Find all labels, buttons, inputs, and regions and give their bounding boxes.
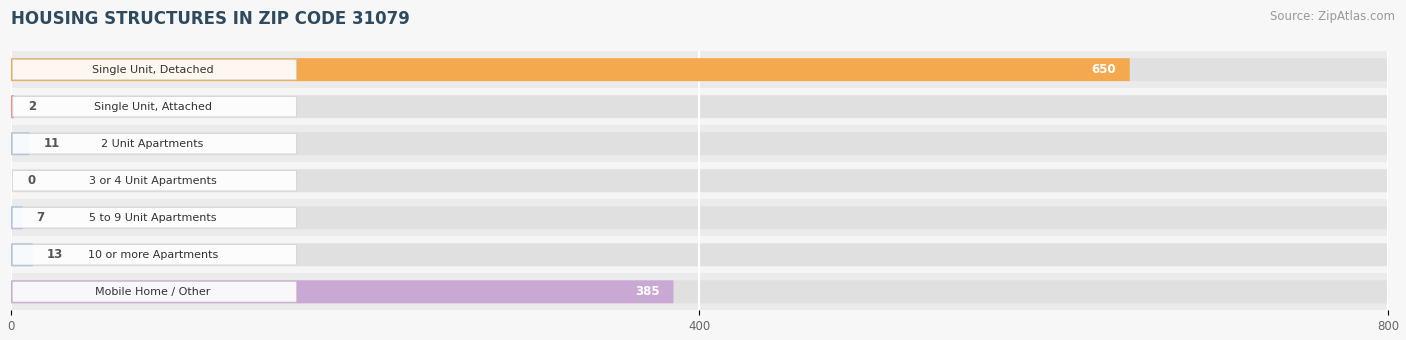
Text: HOUSING STRUCTURES IN ZIP CODE 31079: HOUSING STRUCTURES IN ZIP CODE 31079	[11, 10, 411, 28]
Text: 2 Unit Apartments: 2 Unit Apartments	[101, 139, 204, 149]
FancyBboxPatch shape	[11, 132, 30, 155]
Bar	[11, 51, 1388, 88]
Text: Single Unit, Attached: Single Unit, Attached	[94, 102, 212, 112]
Bar	[11, 125, 1388, 162]
FancyBboxPatch shape	[11, 95, 14, 118]
Text: Source: ZipAtlas.com: Source: ZipAtlas.com	[1270, 10, 1395, 23]
Bar	[11, 88, 1388, 125]
Text: 7: 7	[37, 211, 45, 224]
FancyBboxPatch shape	[11, 95, 1388, 118]
FancyBboxPatch shape	[13, 134, 297, 154]
FancyBboxPatch shape	[11, 206, 1388, 229]
Text: 13: 13	[46, 248, 63, 261]
Text: 11: 11	[44, 137, 59, 150]
FancyBboxPatch shape	[11, 280, 673, 303]
FancyBboxPatch shape	[13, 244, 297, 265]
FancyBboxPatch shape	[11, 58, 1388, 81]
Text: 10 or more Apartments: 10 or more Apartments	[87, 250, 218, 260]
FancyBboxPatch shape	[11, 280, 1388, 303]
Text: 2: 2	[28, 100, 37, 113]
FancyBboxPatch shape	[11, 243, 32, 266]
FancyBboxPatch shape	[13, 171, 297, 191]
FancyBboxPatch shape	[11, 206, 22, 229]
FancyBboxPatch shape	[13, 97, 297, 117]
FancyBboxPatch shape	[13, 59, 297, 80]
FancyBboxPatch shape	[13, 208, 297, 228]
Text: 385: 385	[636, 285, 659, 298]
Text: Single Unit, Detached: Single Unit, Detached	[91, 65, 214, 75]
FancyBboxPatch shape	[11, 243, 1388, 266]
FancyBboxPatch shape	[11, 58, 1130, 81]
Text: 5 to 9 Unit Apartments: 5 to 9 Unit Apartments	[89, 213, 217, 223]
FancyBboxPatch shape	[11, 132, 1388, 155]
Bar	[11, 236, 1388, 273]
Bar	[11, 162, 1388, 199]
Text: 3 or 4 Unit Apartments: 3 or 4 Unit Apartments	[89, 176, 217, 186]
FancyBboxPatch shape	[13, 282, 297, 302]
Text: Mobile Home / Other: Mobile Home / Other	[96, 287, 211, 297]
Bar	[11, 199, 1388, 236]
Bar	[11, 273, 1388, 310]
Text: 0: 0	[28, 174, 37, 187]
Text: 650: 650	[1091, 63, 1116, 76]
FancyBboxPatch shape	[11, 169, 1388, 192]
